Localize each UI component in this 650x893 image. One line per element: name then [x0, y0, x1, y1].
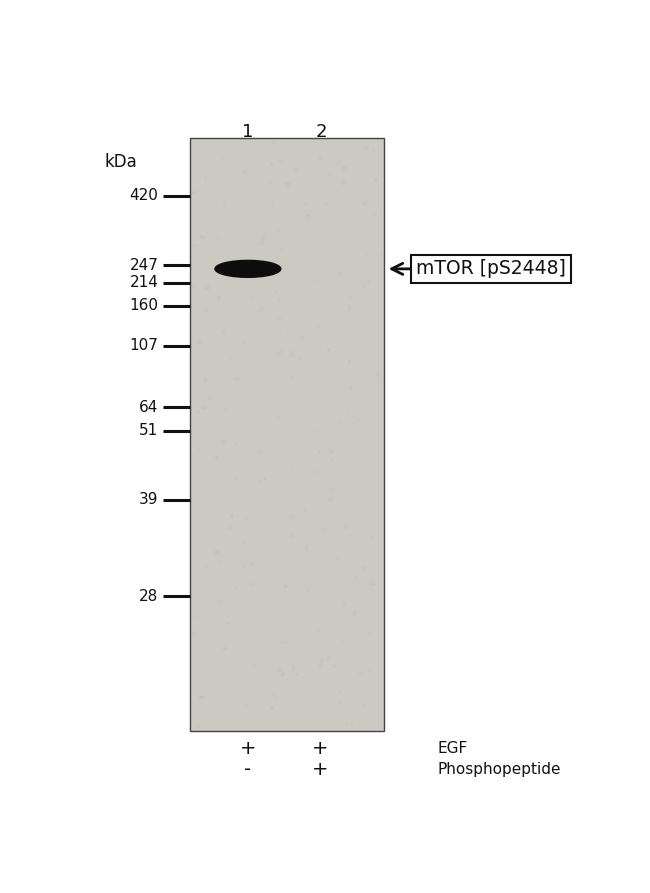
Text: +: +	[240, 739, 256, 758]
Text: 107: 107	[130, 338, 159, 354]
Text: 1: 1	[242, 122, 254, 140]
Text: 420: 420	[130, 188, 159, 204]
Text: 247: 247	[130, 257, 159, 272]
Text: Phosphopeptide: Phosphopeptide	[437, 762, 561, 777]
Text: mTOR [pS2448]: mTOR [pS2448]	[416, 259, 566, 279]
Text: 160: 160	[129, 298, 159, 313]
Bar	[190, 138, 384, 730]
Text: EGF: EGF	[437, 741, 468, 756]
Text: +: +	[312, 760, 328, 779]
Text: 2: 2	[316, 122, 327, 140]
Text: 51: 51	[139, 423, 159, 438]
Text: 64: 64	[139, 400, 159, 415]
Text: +: +	[312, 739, 328, 758]
Text: -: -	[244, 760, 252, 779]
Text: kDa: kDa	[105, 154, 137, 171]
Ellipse shape	[215, 261, 281, 278]
Text: 214: 214	[130, 275, 159, 290]
Text: 28: 28	[139, 588, 159, 604]
Text: 39: 39	[139, 492, 159, 507]
